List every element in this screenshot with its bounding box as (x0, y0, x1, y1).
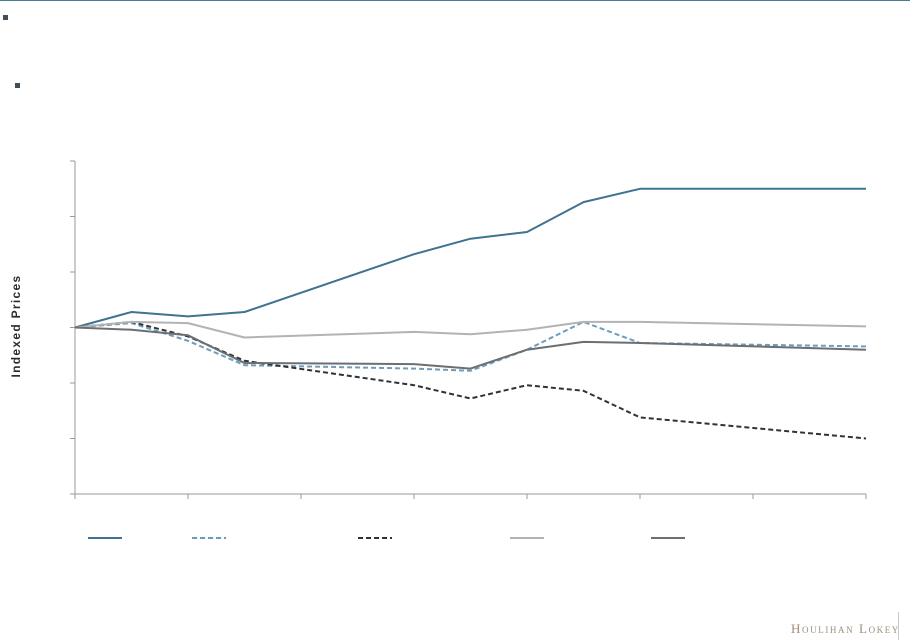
bullet-marker (15, 83, 20, 88)
brand-divider (898, 612, 899, 640)
bullet-marker (3, 15, 8, 20)
series-line-3 (74, 320, 867, 339)
series-line-1 (74, 320, 867, 372)
brand-logo-text: Houlihan Lokey (791, 621, 900, 636)
y-axis-title: Indexed Prices (9, 274, 23, 378)
header-rule (0, 0, 910, 1)
series-line-0 (74, 187, 866, 329)
series-line-2 (74, 320, 867, 440)
series-line-4 (74, 326, 867, 370)
